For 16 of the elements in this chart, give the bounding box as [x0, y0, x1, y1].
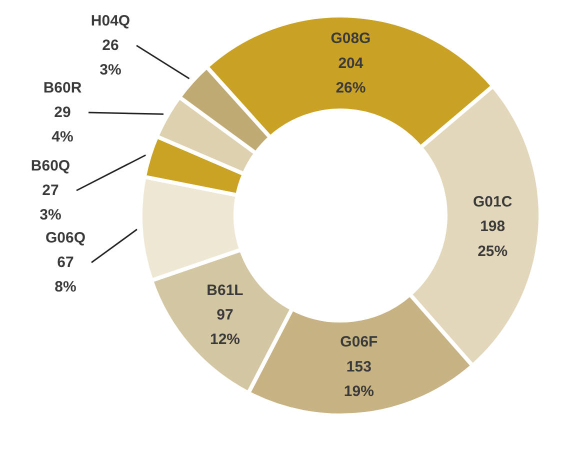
data-label: 153 19% — [344, 358, 374, 400]
data-label: 204 26% — [336, 54, 366, 96]
data-label: 198 25% — [478, 218, 508, 260]
slice-label: G06F — [340, 334, 378, 351]
data-label: 26 3% — [100, 37, 122, 79]
slice-label: B61L — [206, 282, 244, 299]
slice-label: G06Q — [45, 229, 86, 246]
slice-label: B60Q — [30, 157, 70, 174]
data-label: 27 3% — [40, 182, 62, 224]
data-label: 97 12% — [210, 306, 240, 348]
slice-label: G08G — [330, 30, 371, 48]
slice-label: B60R — [43, 79, 82, 96]
slice-label: G01C — [473, 193, 512, 210]
data-label: 67 8% — [54, 254, 76, 296]
data-label: 29 4% — [52, 104, 74, 146]
slice-label: H04Q — [90, 12, 130, 30]
